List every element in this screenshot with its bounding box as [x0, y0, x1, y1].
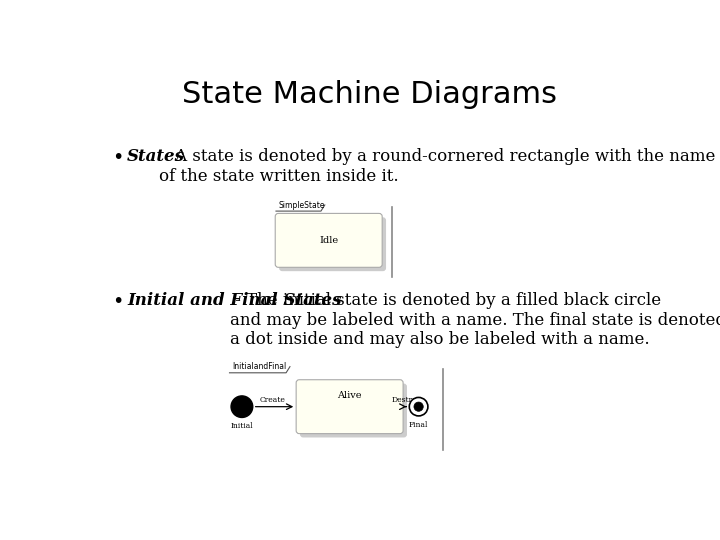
Text: Alive: Alive: [338, 390, 362, 400]
Text: InitialandFinal: InitialandFinal: [232, 362, 286, 372]
Text: Initial: Initial: [230, 422, 253, 430]
Text: SimpleState: SimpleState: [279, 200, 325, 210]
Text: States: States: [127, 148, 185, 165]
Text: - The initial state is denoted by a filled black circle
and may be labeled with : - The initial state is denoted by a fill…: [230, 292, 720, 348]
FancyBboxPatch shape: [279, 217, 386, 271]
FancyBboxPatch shape: [275, 213, 382, 267]
Text: •: •: [112, 148, 123, 167]
Circle shape: [231, 396, 253, 417]
Text: Initial and Final States: Initial and Final States: [127, 292, 342, 309]
Text: •: •: [112, 292, 123, 311]
Circle shape: [414, 402, 423, 411]
FancyBboxPatch shape: [300, 383, 407, 437]
Text: Create: Create: [260, 396, 286, 404]
Text: Final: Final: [409, 421, 428, 429]
Circle shape: [409, 397, 428, 416]
Text: - A state is denoted by a round-cornered rectangle with the name
of the state wr: - A state is denoted by a round-cornered…: [159, 148, 716, 185]
FancyBboxPatch shape: [296, 380, 403, 434]
Text: Destroy: Destroy: [391, 396, 421, 404]
Text: Idle: Idle: [319, 236, 338, 245]
Text: State Machine Diagrams: State Machine Diagrams: [181, 79, 557, 109]
Text: States - A state is denoted by a round-cornered rectangle with the name
of the s: States - A state is denoted by a round-c…: [127, 148, 720, 185]
